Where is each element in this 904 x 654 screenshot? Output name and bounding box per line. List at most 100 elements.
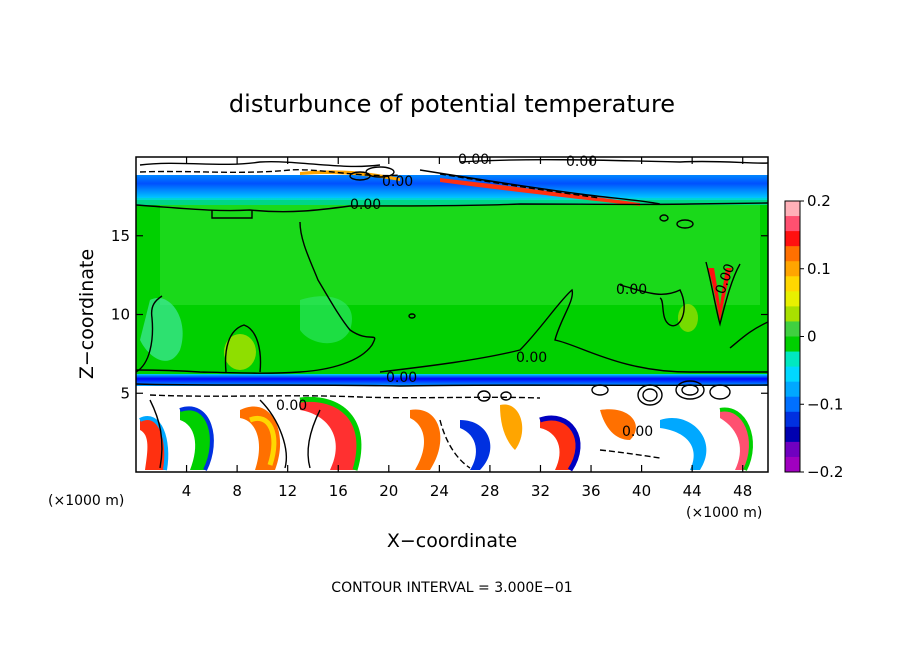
- field-plume-5: [410, 409, 441, 470]
- field-yellow-patch-right: [678, 304, 698, 332]
- x-tick-label: 8: [232, 482, 242, 500]
- x-tick-label: 32: [531, 482, 550, 500]
- contour-line-lower-7: [599, 449, 661, 459]
- colorbar-swatch: [785, 216, 800, 232]
- contour-ring-1: [477, 390, 491, 402]
- colorbar-swatch: [785, 261, 800, 277]
- x-tick-label: 36: [581, 482, 600, 500]
- contour-ring-10: [349, 171, 371, 181]
- x-tick-label: 48: [733, 482, 752, 500]
- field-upper-cyan-edge: [136, 198, 768, 205]
- contour-ring-5: [642, 388, 658, 402]
- contour-ring-11: [676, 219, 694, 229]
- contour-ring-6: [675, 380, 705, 400]
- y-axis: 5 10 15: [111, 227, 768, 402]
- field-plume-1-outline: [139, 416, 169, 471]
- field-mid-green-patch: [160, 205, 760, 305]
- contour-ring-8: [709, 384, 731, 400]
- contour-line-lower-5: [307, 409, 321, 469]
- y-axis-label: Z−coordinate: [76, 249, 98, 379]
- contour-line-right: [619, 284, 685, 327]
- field-lower-white-zone: [136, 386, 768, 472]
- y-tick-label: 10: [111, 306, 130, 324]
- y-tick-label: 5: [120, 384, 130, 402]
- colorbar-tick-label: 0.2: [807, 192, 831, 210]
- field-plume-2: [180, 408, 212, 470]
- field-plume-8: [540, 418, 579, 470]
- contour-line-lower-4: [259, 399, 287, 469]
- contour-line-left: [136, 295, 163, 373]
- contour-ring-2: [500, 391, 512, 401]
- contour-interval-note: CONTOUR INTERVAL = 3.000E−01: [331, 580, 572, 596]
- contour-label: 0.00: [616, 282, 647, 298]
- x-tick-label: 16: [329, 482, 348, 500]
- contour-ring-13: [408, 313, 416, 319]
- colorbar-tick-label: −0.2: [807, 463, 843, 481]
- field-plume-3-inner: [249, 415, 277, 466]
- contour-line-mid: [379, 288, 768, 373]
- colorbar-ticks: 0.2 0.1 0 −0.1 −0.2: [800, 192, 843, 481]
- contour-ring-3: [591, 384, 609, 396]
- y-tick-label: 15: [111, 227, 130, 245]
- colorbar-swatch: [785, 336, 800, 353]
- colorbar-swatch: [785, 426, 800, 443]
- field-plume-2-edge: [179, 406, 214, 471]
- field-lower-blue-band: [136, 374, 768, 386]
- colorbar-swatch: [785, 231, 800, 247]
- contour-ring-12: [659, 214, 669, 222]
- x-axis: 4 8 12 16 20 24 28 32 36 40 44 48: [182, 157, 752, 500]
- colorbar-swatch: [785, 411, 800, 428]
- colorbar-swatch: [785, 201, 800, 217]
- contour-ring-7: [681, 384, 699, 396]
- field-plume-10: [660, 418, 707, 470]
- x-tick-label: 4: [182, 482, 192, 500]
- colorbar: [784, 200, 801, 473]
- x-axis-label: X−coordinate: [387, 530, 517, 552]
- field-yellow-patch: [224, 334, 256, 370]
- x-tick-label: 24: [430, 482, 449, 500]
- contour-label: 0.00: [386, 370, 417, 386]
- x-tick-label: 20: [379, 482, 398, 500]
- field-right-red-tongue: [708, 268, 732, 322]
- contour-line-lower-2: [149, 394, 541, 399]
- contour-line-bubble: [224, 324, 262, 373]
- contour-line-top-5: [459, 158, 768, 164]
- colorbar-swatch: [785, 246, 800, 262]
- contour-label: 0.00: [566, 154, 597, 170]
- colorbar-swatch: [785, 291, 800, 307]
- colorbar-swatch: [785, 441, 800, 458]
- contour-label: 0.00: [458, 152, 489, 168]
- contour-line-upper-box: [211, 210, 253, 219]
- colorbar-swatch: [785, 351, 800, 368]
- contour-line-upper: [136, 202, 768, 213]
- colorbar-swatch: [785, 396, 800, 413]
- x-tick-label: 44: [683, 482, 702, 500]
- colorbar-tick-label: 0: [807, 328, 817, 346]
- colorbar-swatch: [785, 306, 800, 322]
- contour-line-top-4: [439, 173, 601, 199]
- contour-line-main: [136, 221, 376, 374]
- contour-ring-9: [365, 166, 395, 178]
- contour-label: 0.00: [350, 197, 381, 213]
- colorbar-swatch: [785, 366, 800, 383]
- x-axis-unit-right: (×1000 m): [686, 505, 762, 521]
- contour-line-lower-1: [136, 383, 768, 387]
- contour-line-right-edge: [729, 321, 768, 349]
- field-plume-11-edge: [719, 407, 753, 471]
- field-plume-4-edge: [299, 396, 362, 471]
- field-plume-8-edge: [539, 415, 581, 472]
- colorbar-tick-label: 0.1: [807, 260, 831, 278]
- x-tick-label: 40: [632, 482, 651, 500]
- field-plume-9: [600, 409, 636, 440]
- field-plume-6: [460, 420, 491, 470]
- contour-label: 0.00: [382, 174, 413, 190]
- contour-label: 0.00: [276, 398, 307, 414]
- contour-label: 0.00: [622, 424, 653, 440]
- contour-line-lower-3: [149, 399, 163, 469]
- colorbar-swatch: [785, 276, 800, 292]
- field-top-red-streak: [440, 178, 640, 206]
- field-plume-11: [720, 409, 751, 470]
- field-plume-4: [300, 399, 359, 470]
- contour-label: 0.00: [516, 350, 547, 366]
